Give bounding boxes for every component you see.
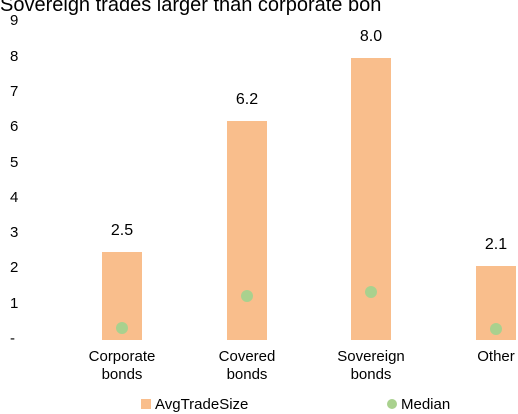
- bar-value-label: 2.1: [484, 235, 508, 253]
- x-category-label: Sovereign bonds: [337, 348, 405, 383]
- median-point: [116, 321, 128, 334]
- median-point: [365, 286, 377, 299]
- chart-title: Sovereign trades larger than corporate b…: [0, 0, 382, 16]
- y-tick-label: 1: [10, 294, 19, 312]
- y-tick-label: 6: [10, 118, 19, 136]
- legend-item-median: Median: [387, 396, 450, 413]
- y-tick-label: -: [10, 330, 15, 347]
- legend-item-avg-trade-size: AvgTradeSize: [141, 396, 248, 413]
- y-tick-label: 9: [10, 12, 19, 30]
- x-category-label: Corporate bonds: [88, 348, 156, 383]
- bar-value-label: 6.2: [235, 91, 259, 109]
- y-tick-label: 4: [10, 188, 19, 206]
- y-tick-label: 3: [10, 224, 19, 242]
- bar-value-label: 2.5: [110, 221, 134, 239]
- median-point: [241, 289, 253, 302]
- median-point: [490, 323, 502, 336]
- bar-value-label: 8.0: [359, 27, 383, 45]
- y-tick-label: 5: [10, 153, 19, 171]
- x-category-label: Other: [477, 348, 515, 365]
- y-tick-label: 2: [10, 259, 19, 277]
- x-category-label: Covered bonds: [218, 348, 276, 383]
- y-tick-label: 8: [10, 47, 19, 65]
- bar-avg-trade-size: [227, 121, 267, 340]
- y-tick-label: 7: [10, 82, 19, 100]
- legend: AvgTradeSize Median: [0, 396, 518, 414]
